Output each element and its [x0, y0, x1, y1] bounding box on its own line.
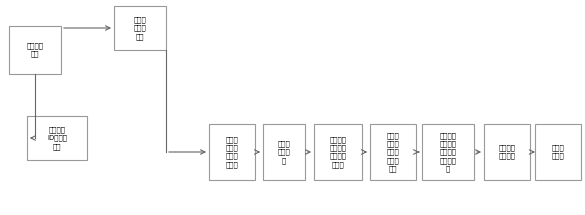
Bar — [27, 116, 87, 160]
Text: 制作盲样
并进行编
号，张贴
铭牌并拍
照: 制作盲样 并进行编 号，张贴 铭牌并拍 照 — [439, 132, 456, 172]
Bar — [370, 124, 416, 180]
Bar — [209, 124, 255, 180]
Bar — [114, 6, 166, 50]
Bar — [535, 124, 581, 180]
Text: 入库物资
ID身份码
上报: 入库物资 ID身份码 上报 — [47, 126, 67, 150]
Text: 取样封
样完成: 取样封 样完成 — [552, 144, 565, 160]
Text: 抽检小组
相关人员: 抽检小组 相关人员 — [498, 144, 515, 160]
Text: 对样品
进行拍
照: 对样品 进行拍 照 — [278, 140, 290, 164]
Bar — [422, 124, 474, 180]
Text: 下达抽检
计划: 下达抽检 计划 — [26, 43, 43, 57]
Text: 覆盖去
除样品
表面信
息（铭
牌）: 覆盖去 除样品 表面信 息（铭 牌） — [387, 132, 400, 172]
Bar — [9, 26, 61, 74]
Bar — [484, 124, 530, 180]
Bar — [314, 124, 362, 180]
Text: 随机抽
取一台
样品: 随机抽 取一台 样品 — [133, 16, 146, 40]
Text: 填写确认
单录入样
品相关参
数信息: 填写确认 单录入样 品相关参 数信息 — [329, 136, 346, 168]
Text: 将样品
由库存
区移至
封样区: 将样品 由库存 区移至 封样区 — [226, 136, 238, 168]
Bar — [263, 124, 305, 180]
